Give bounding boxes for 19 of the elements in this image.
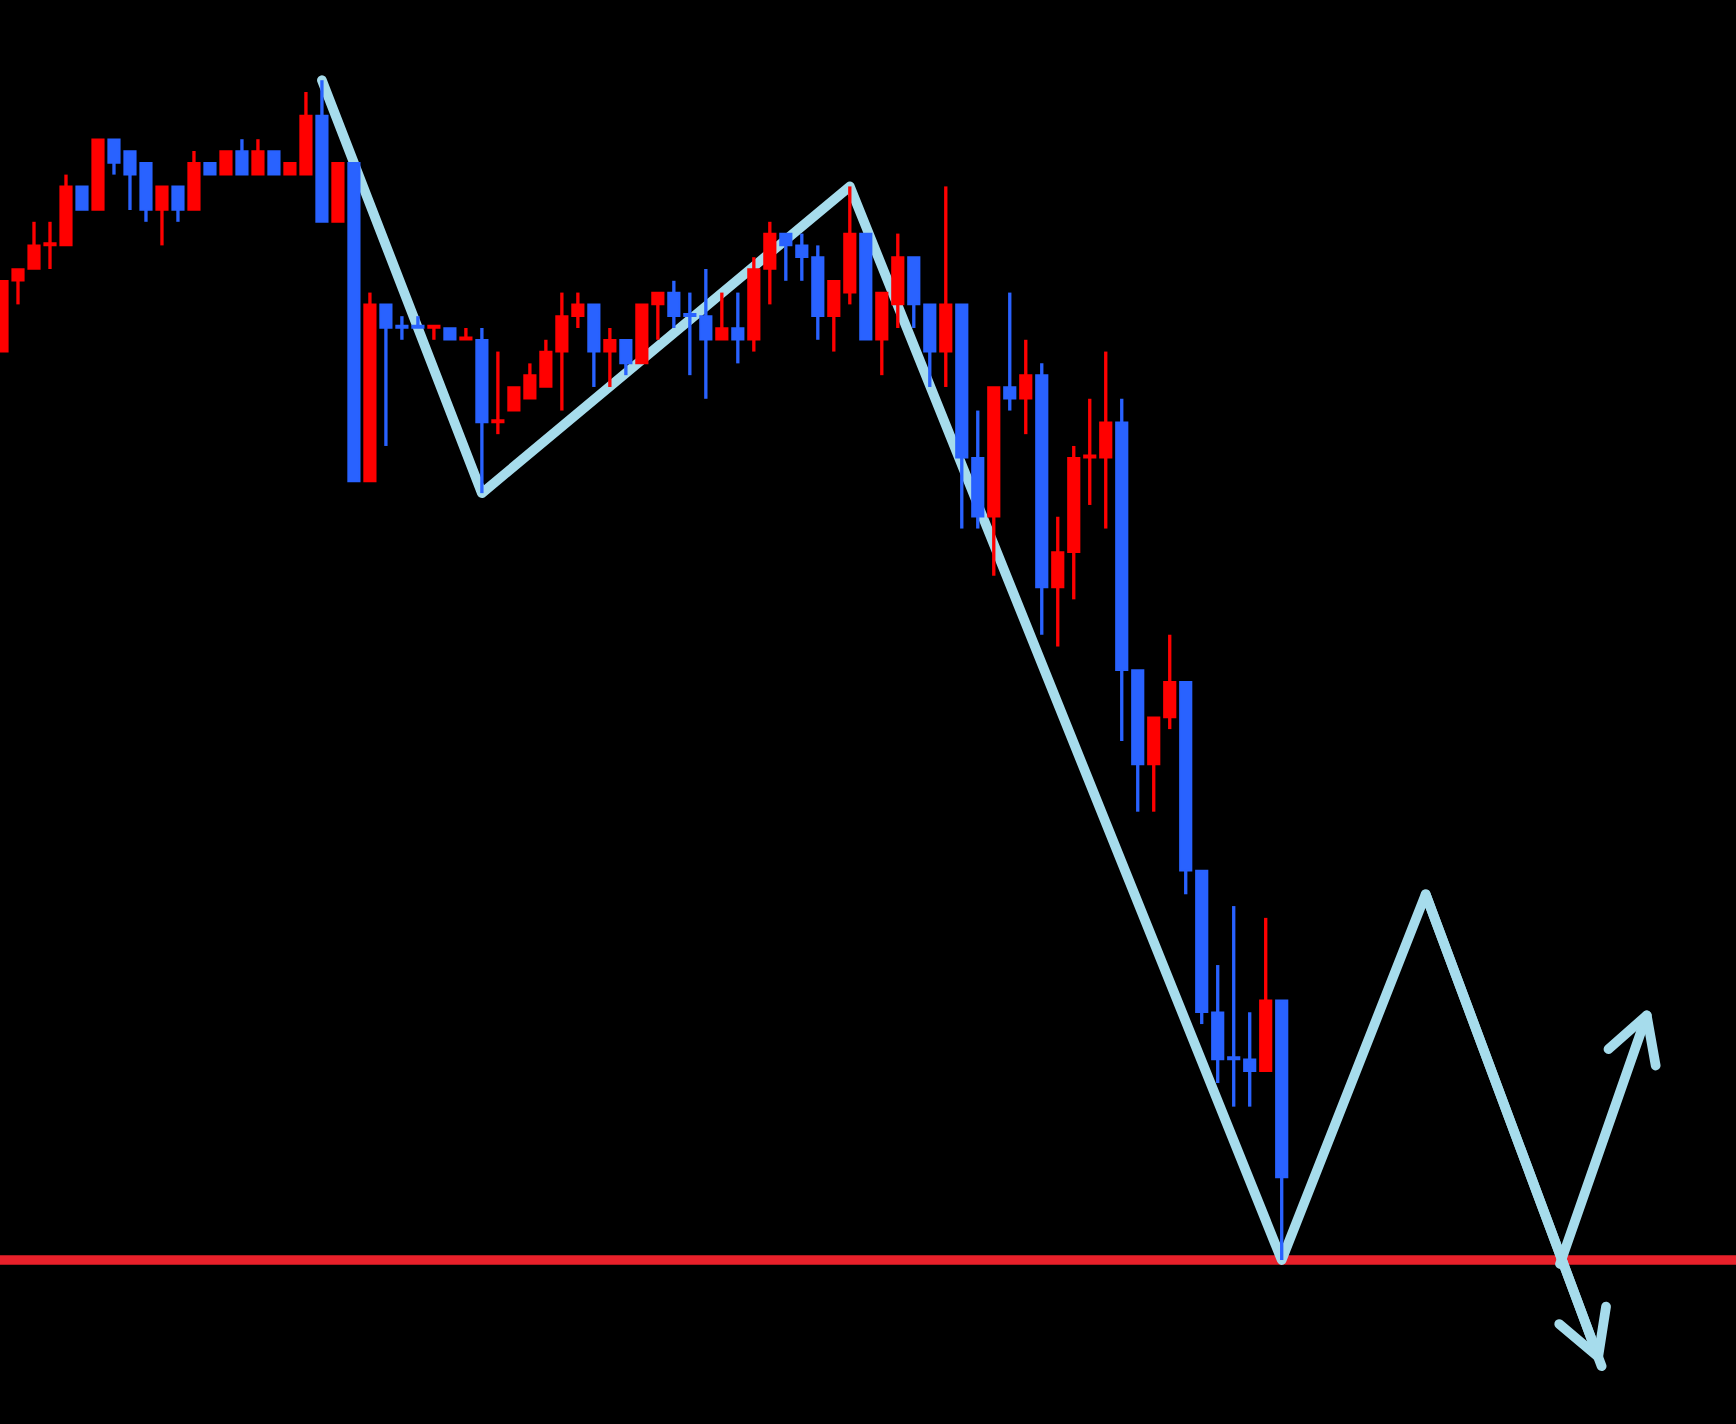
candlestick [219, 150, 233, 176]
candlestick [715, 290, 729, 342]
candlestick [75, 185, 89, 211]
candlestick [731, 290, 745, 366]
candlestick [155, 184, 169, 248]
candlestick [251, 137, 265, 177]
candlestick [267, 150, 281, 176]
candlestick [587, 302, 601, 389]
candlestick [427, 324, 441, 342]
candlestick [187, 149, 201, 212]
candlestick [171, 184, 185, 224]
candlestick [939, 184, 953, 389]
candlestick [235, 137, 249, 177]
candlestick [619, 338, 633, 377]
candlestick [1003, 290, 1017, 413]
candlestick [1019, 338, 1033, 436]
candlestick [603, 326, 617, 389]
candlestick [491, 349, 505, 436]
candlestick [459, 326, 473, 342]
